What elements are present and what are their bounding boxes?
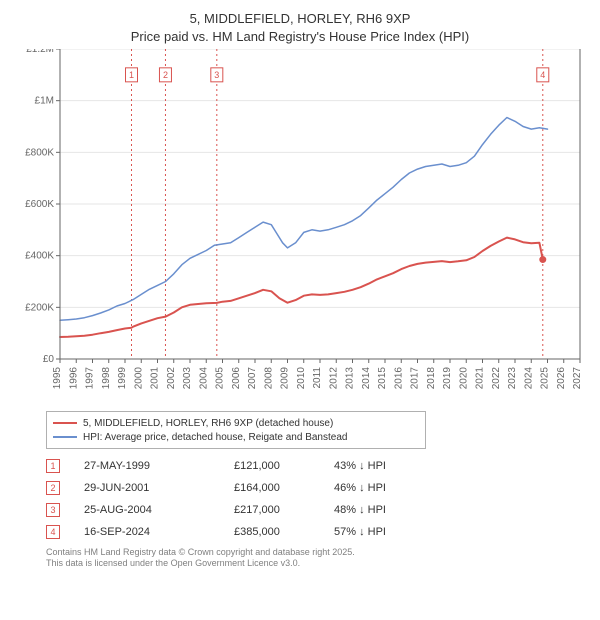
x-tick-label: 2013	[345, 367, 356, 390]
legend-item: HPI: Average price, detached house, Reig…	[53, 430, 419, 444]
transaction-pct: 57% ↓ HPI	[334, 526, 434, 538]
x-tick-label: 2025	[540, 367, 551, 390]
x-tick-label: 2022	[491, 367, 502, 390]
transaction-price: £121,000	[234, 460, 334, 472]
x-tick-label: 2026	[556, 367, 567, 390]
y-tick-label: £800K	[25, 147, 54, 158]
transaction-pct: 43% ↓ HPI	[334, 460, 434, 472]
transaction-date: 16-SEP-2024	[84, 526, 234, 538]
transaction-price: £385,000	[234, 526, 334, 538]
x-tick-label: 2010	[296, 367, 307, 390]
legend-swatch	[53, 422, 77, 424]
transaction-badge: 4	[46, 525, 60, 539]
transaction-row: 1 27-MAY-1999£121,00043% ↓ HPI	[46, 455, 588, 477]
x-tick-label: 2002	[166, 367, 177, 390]
y-tick-label: £0	[43, 354, 55, 365]
transaction-date: 25-AUG-2004	[84, 504, 234, 516]
x-tick-label: 2015	[377, 367, 388, 390]
x-tick-label: 2021	[475, 367, 486, 390]
legend: 5, MIDDLEFIELD, HORLEY, RH6 9XP (detache…	[46, 411, 426, 449]
x-tick-label: 2014	[361, 367, 372, 390]
footnote-line-1: Contains HM Land Registry data © Crown c…	[46, 547, 588, 558]
transaction-badge: 1	[46, 459, 60, 473]
transaction-date: 29-JUN-2001	[84, 482, 234, 494]
legend-item: 5, MIDDLEFIELD, HORLEY, RH6 9XP (detache…	[53, 416, 419, 430]
x-tick-label: 2001	[150, 367, 161, 390]
footnote-line-2: This data is licensed under the Open Gov…	[46, 558, 588, 569]
x-tick-label: 1998	[101, 367, 112, 390]
transaction-pct: 46% ↓ HPI	[334, 482, 434, 494]
y-tick-label: £600K	[25, 199, 54, 210]
footnote: Contains HM Land Registry data © Crown c…	[46, 547, 588, 570]
x-tick-label: 1997	[85, 367, 96, 390]
title-line-1: 5, MIDDLEFIELD, HORLEY, RH6 9XP	[12, 10, 588, 28]
chart-title: 5, MIDDLEFIELD, HORLEY, RH6 9XP Price pa…	[12, 10, 588, 45]
chart-container: £0£200K£400K£600K£800K£1M£1.2M1234199519…	[12, 49, 588, 405]
transaction-row: 2 29-JUN-2001£164,00046% ↓ HPI	[46, 477, 588, 499]
transactions-table: 1 27-MAY-1999£121,00043% ↓ HPI 2 29-JUN-200…	[46, 455, 588, 543]
x-tick-label: 2017	[410, 367, 421, 390]
title-line-2: Price paid vs. HM Land Registry's House …	[12, 28, 588, 46]
transaction-price: £164,000	[234, 482, 334, 494]
y-axis: £0 £200K £400K £600K £800K £1M £1.2M	[25, 49, 60, 365]
transaction-badge: 3	[46, 503, 60, 517]
chart-svg: £0£200K£400K£600K£800K£1M£1.2M1234199519…	[12, 49, 588, 405]
x-tick-label: 2023	[507, 367, 518, 390]
marker-badge-label: 4	[540, 70, 545, 80]
x-tick-label: 1999	[117, 367, 128, 390]
x-tick-label: 2000	[133, 367, 144, 390]
y-tick-label: £200K	[25, 302, 54, 313]
marker-badge-label: 2	[163, 70, 168, 80]
y-tick-label: £1.2M	[26, 49, 54, 55]
transaction-price: £217,000	[234, 504, 334, 516]
x-axis: 1995 1996 1997 1998 1999 2000 2001 2002 2003 2004…	[52, 359, 583, 389]
y-tick-label: £1M	[35, 96, 54, 107]
x-tick-label: 2006	[231, 367, 242, 390]
x-tick-label: 2016	[393, 367, 404, 390]
legend-swatch	[53, 436, 77, 438]
x-tick-label: 2003	[182, 367, 193, 390]
transaction-pct: 48% ↓ HPI	[334, 504, 434, 516]
marker-badge-label: 1	[129, 70, 134, 80]
transaction-badge: 2	[46, 481, 60, 495]
x-tick-label: 2011	[312, 367, 323, 389]
x-tick-label: 1995	[52, 367, 63, 390]
x-tick-label: 2004	[198, 367, 209, 390]
x-tick-label: 2005	[215, 367, 226, 390]
x-tick-label: 2008	[263, 367, 274, 390]
x-tick-label: 2019	[442, 367, 453, 390]
x-tick-label: 2018	[426, 367, 437, 390]
x-tick-label: 2024	[523, 367, 534, 390]
x-tick-label: 2027	[572, 367, 583, 390]
transaction-row: 4 16-SEP-2024£385,00057% ↓ HPI	[46, 521, 588, 543]
x-tick-label: 1996	[68, 367, 79, 390]
legend-label: 5, MIDDLEFIELD, HORLEY, RH6 9XP (detache…	[83, 418, 333, 429]
legend-label: HPI: Average price, detached house, Reig…	[83, 432, 347, 443]
x-tick-label: 2009	[280, 367, 291, 390]
series-end-marker	[539, 256, 546, 263]
transaction-date: 27-MAY-1999	[84, 460, 234, 472]
y-tick-label: £400K	[25, 251, 54, 262]
x-tick-label: 2007	[247, 367, 258, 390]
transaction-row: 3 25-AUG-2004£217,00048% ↓ HPI	[46, 499, 588, 521]
x-tick-label: 2012	[328, 367, 339, 390]
x-tick-label: 2020	[458, 367, 469, 390]
marker-badge-label: 3	[214, 70, 219, 80]
